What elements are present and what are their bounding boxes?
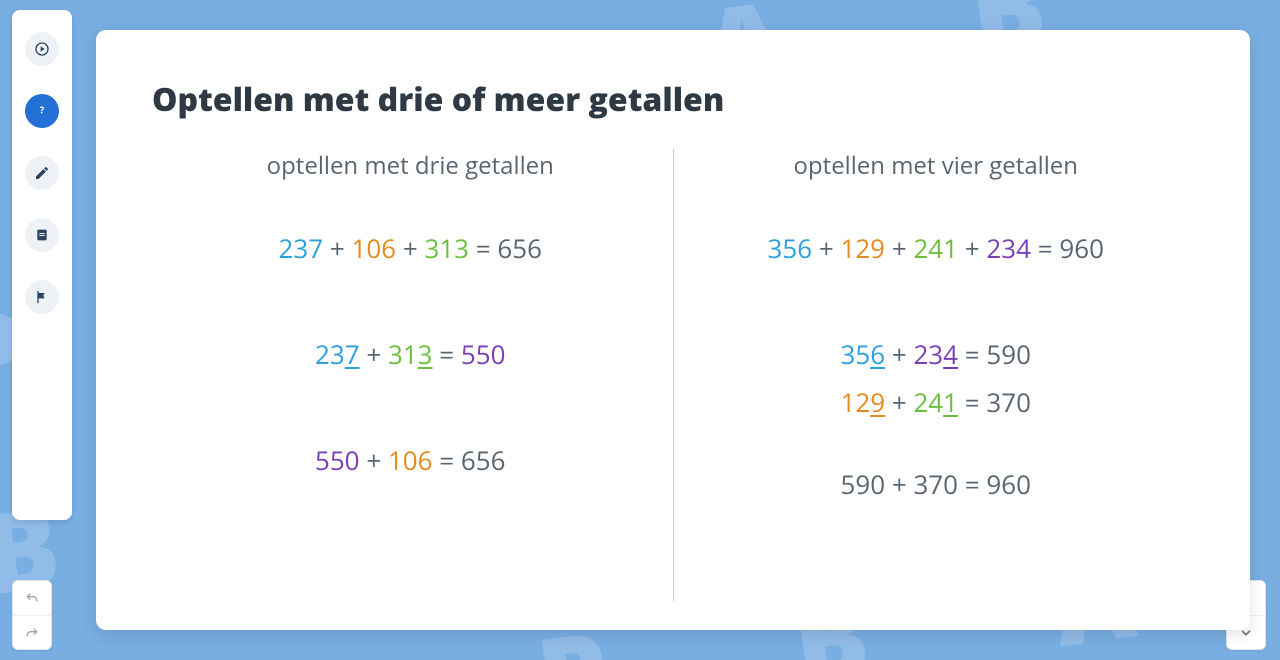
eq-token: = xyxy=(433,336,461,372)
left-subhead: optellen met drie getallen xyxy=(172,149,649,182)
eq-token: 24 xyxy=(913,384,943,420)
eq-token: 35 xyxy=(840,336,870,372)
content-card: Optellen met drie of meer getallen optel… xyxy=(96,30,1250,630)
eq-token: + xyxy=(812,230,840,266)
eq-token: + xyxy=(885,230,913,266)
notes-icon[interactable] xyxy=(25,218,59,252)
eq-token: 3 xyxy=(418,336,433,372)
eq-token: 313 xyxy=(424,230,469,266)
column-right: optellen met vier getallen 356 + 129 + 2… xyxy=(678,149,1195,601)
eq-token: 550 xyxy=(315,442,360,478)
eq-token: 106 xyxy=(351,230,396,266)
eq-token: = 960 xyxy=(1031,230,1104,266)
eq-token: = 370 xyxy=(958,384,1031,420)
eq-token: 106 xyxy=(388,442,433,478)
eq-token: 234 xyxy=(986,230,1031,266)
play-icon[interactable] xyxy=(25,32,59,66)
eq-token: + xyxy=(885,384,913,420)
eq-token: + xyxy=(958,230,986,266)
right-eq3: 129 + 241 = 370 xyxy=(698,384,1175,420)
help-icon[interactable]: ? xyxy=(25,94,59,128)
eq-token: + xyxy=(360,442,388,478)
right-eq4: 590 + 370 = 960 xyxy=(698,466,1175,502)
right-subhead: optellen met vier getallen xyxy=(698,149,1175,182)
eq-token: = 656 xyxy=(469,230,542,266)
page-title: Optellen met drie of meer getallen xyxy=(152,78,1194,121)
right-eq2: 356 + 234 = 590 xyxy=(698,336,1175,372)
right-eq1: 356 + 129 + 241 + 234 = 960 xyxy=(698,230,1175,266)
eq-token: 356 xyxy=(767,230,812,266)
eq-token: = 590 xyxy=(958,336,1031,372)
eq-token: 129 xyxy=(840,230,885,266)
eq-token: 6 xyxy=(870,336,885,372)
eq-token: 237 xyxy=(278,230,323,266)
eq-token: 4 xyxy=(943,336,958,372)
eq-token: 7 xyxy=(345,336,360,372)
left-eq1: 237 + 106 + 313 = 656 xyxy=(172,230,649,266)
eq-token: 1 xyxy=(943,384,958,420)
column-left: optellen met drie getallen 237 + 106 + 3… xyxy=(152,149,669,601)
eq-token: + xyxy=(885,336,913,372)
columns: optellen met drie getallen 237 + 106 + 3… xyxy=(152,149,1194,601)
eq-token: = 656 xyxy=(433,442,506,478)
column-divider xyxy=(673,149,674,601)
eq-token: + xyxy=(360,336,388,372)
left-eq3: 550 + 106 = 656 xyxy=(172,442,649,478)
redo-button[interactable] xyxy=(13,615,51,649)
undo-redo-panel xyxy=(12,580,52,650)
flag-icon[interactable] xyxy=(25,280,59,314)
eq-token: 12 xyxy=(840,384,870,420)
eq-token: 590 + 370 = 960 xyxy=(840,466,1031,502)
eq-token: 31 xyxy=(388,336,418,372)
edit-icon[interactable] xyxy=(25,156,59,190)
eq-token: 23 xyxy=(315,336,345,372)
eq-token: 9 xyxy=(870,384,885,420)
svg-text:?: ? xyxy=(40,104,45,117)
eq-token: 241 xyxy=(913,230,958,266)
left-eq2: 237 + 313 = 550 xyxy=(172,336,649,372)
eq-token: 550 xyxy=(461,336,506,372)
eq-token: + xyxy=(323,230,351,266)
eq-token: 23 xyxy=(913,336,943,372)
eq-token: + xyxy=(396,230,424,266)
undo-button[interactable] xyxy=(13,581,51,615)
sidebar: ? xyxy=(12,10,72,520)
